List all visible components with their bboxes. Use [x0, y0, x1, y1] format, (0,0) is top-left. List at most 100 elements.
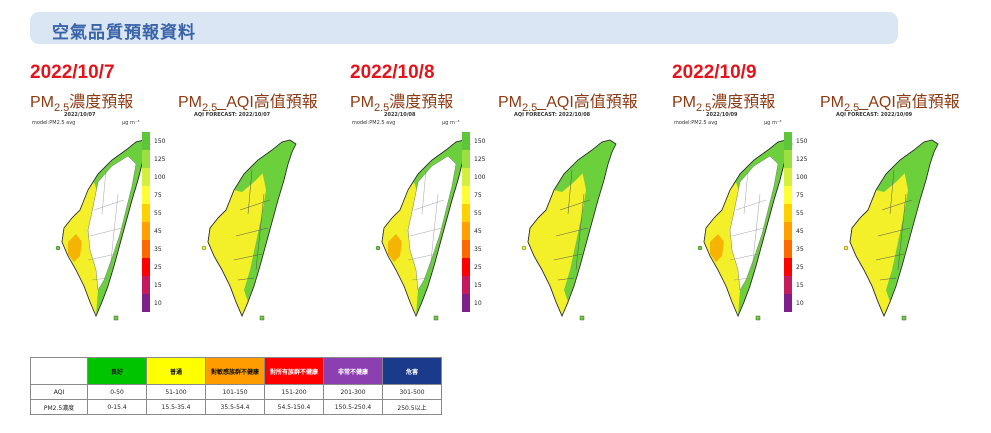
model-label: model:PM2.5 avg [32, 120, 76, 126]
scale-tick-label: 10 [154, 300, 162, 307]
scale-segment [142, 294, 150, 312]
aqi-map-title: AQI FORECAST: 2022/10/07 [194, 112, 271, 118]
pm25-caption: PM2.5濃度預報 [30, 88, 133, 114]
scale-segment [142, 240, 150, 258]
scale-segment [784, 132, 792, 150]
scale-tick-label: 75 [796, 192, 804, 199]
legend-header-cell: 非常不健康 [323, 357, 383, 385]
scale-segment [462, 186, 470, 204]
scale-segment [784, 240, 792, 258]
scale-tick-label: 10 [796, 300, 804, 307]
aqi-taiwan-map [843, 139, 939, 321]
caption-suffix: 濃度預報 [69, 94, 134, 111]
aqi-map-title: AQI FORECAST: 2022/10/08 [514, 112, 591, 118]
caption-pm: PM [820, 94, 844, 111]
scale-tick-label: 100 [474, 174, 486, 181]
unit-label: μg m⁻³ [442, 120, 460, 126]
legend-cell: 250.5以上 [382, 399, 442, 415]
scale-tick-label: 35 [154, 246, 162, 253]
aqi-map-frame [178, 130, 328, 330]
scale-segment [142, 186, 150, 204]
day-panel: 2022/10/9 PM2.5濃度預報 PM2.5_AQI高值預報 model:PM2… [672, 60, 991, 340]
pm25-caption: PM2.5濃度預報 [350, 88, 453, 114]
scale-tick-label: 125 [154, 156, 166, 163]
header-bar: 空氣品質預報資料 [30, 12, 898, 44]
aqi-taiwan-map [201, 139, 297, 321]
caption-pm: PM [178, 94, 202, 111]
legend-header-row: 良好 普通 對敏感族群不健康 對所有族群不健康 非常不健康 危害 [30, 357, 442, 385]
scale-segment [784, 294, 792, 312]
scale-segment [784, 168, 792, 186]
scale-tick-label: 75 [474, 192, 482, 199]
scale-segment [784, 186, 792, 204]
legend-row-pm25: PM2.5濃度 0-15.4 15.5-35.4 35.5-54.4 54.5-… [30, 399, 442, 415]
legend-row-aqi: AQI 0-50 51-100 101-150 151-200 201-300 … [30, 384, 442, 400]
aqi-map-frame [498, 130, 648, 330]
caption-pm: PM [350, 94, 374, 111]
scale-segment [142, 204, 150, 222]
aqi-map-frame [820, 130, 970, 330]
aqi-caption: PM2.5_AQI高值預報 [178, 88, 318, 114]
scale-tick-label: 10 [474, 300, 482, 307]
scale-segment [462, 204, 470, 222]
scale-tick-label: 55 [474, 210, 482, 217]
legend-header-cell: 對所有族群不健康 [264, 357, 324, 385]
caption-sub: 2.5 [522, 102, 538, 115]
day-panel: 2022/10/8 PM2.5濃度預報 PM2.5_AQI高值預報 model:PM2… [350, 60, 670, 340]
aqi-legend-table: 良好 普通 對敏感族群不健康 對所有族群不健康 非常不健康 危害 AQI 0-5… [30, 357, 442, 415]
scale-segment [462, 294, 470, 312]
scale-tick-label: 45 [154, 228, 162, 235]
day-date: 2022/10/8 [350, 62, 435, 83]
scale-tick-label: 25 [796, 264, 804, 271]
scale-segment [142, 168, 150, 186]
legend-header-cell: 普通 [146, 357, 206, 385]
legend-cell: 0-15.4 [87, 399, 147, 415]
scale-segment [462, 132, 470, 150]
scale-tick-label: 150 [796, 138, 808, 145]
scale-tick-label: 15 [474, 282, 482, 289]
caption-sub: 2.5 [696, 102, 712, 115]
scale-tick-label: 15 [154, 282, 162, 289]
aqi-taiwan-map [521, 139, 617, 321]
legend-header-cell: 良好 [87, 357, 147, 385]
legend-corner-cell [30, 357, 88, 385]
caption-suffix: _AQI高值預報 [217, 94, 318, 111]
pm25-color-scale: 150 125 100 75 55 45 35 25 15 10 [142, 130, 172, 330]
caption-pm: PM [672, 94, 696, 111]
caption-suffix: _AQI高值預報 [537, 94, 638, 111]
scale-segment [462, 222, 470, 240]
scale-tick-label: 100 [154, 174, 166, 181]
unit-label: μg m⁻³ [764, 120, 782, 126]
legend-cell: 35.5-54.4 [205, 399, 265, 415]
scale-segment [462, 150, 470, 168]
scale-segment [462, 168, 470, 186]
unit-label: μg m⁻³ [122, 120, 140, 126]
legend-row-label: PM2.5濃度 [30, 399, 88, 415]
caption-suffix: _AQI高值預報 [859, 94, 960, 111]
pm25-map-frame [352, 130, 502, 330]
legend-cell: 201-300 [323, 384, 383, 400]
pm25-map-frame [32, 130, 182, 330]
day-date: 2022/10/7 [30, 62, 115, 83]
scale-segment [462, 240, 470, 258]
scale-tick-label: 35 [474, 246, 482, 253]
page-title: 空氣品質預報資料 [52, 23, 196, 43]
scale-tick-label: 150 [474, 138, 486, 145]
legend-cell: 51-100 [146, 384, 206, 400]
legend-header-cell: 對敏感族群不健康 [205, 357, 265, 385]
caption-pm: PM [498, 94, 522, 111]
caption-pm: PM [30, 94, 54, 111]
aqi-caption: PM2.5_AQI高值預報 [820, 88, 960, 114]
legend-row-label: AQI [30, 384, 88, 400]
pm25-taiwan-map [697, 139, 793, 321]
scale-tick-label: 100 [796, 174, 808, 181]
pm-map-date: 2022/10/07 [64, 112, 96, 118]
pm-map-date: 2022/10/08 [384, 112, 416, 118]
scale-segment [142, 222, 150, 240]
model-label: model:PM2.5 avg [674, 120, 718, 126]
scale-segment [784, 222, 792, 240]
scale-tick-label: 15 [796, 282, 804, 289]
model-label: model:PM2.5 avg [352, 120, 396, 126]
scale-segment [784, 258, 792, 276]
pm25-color-scale: 150 125 100 75 55 45 35 25 15 10 [462, 130, 492, 330]
